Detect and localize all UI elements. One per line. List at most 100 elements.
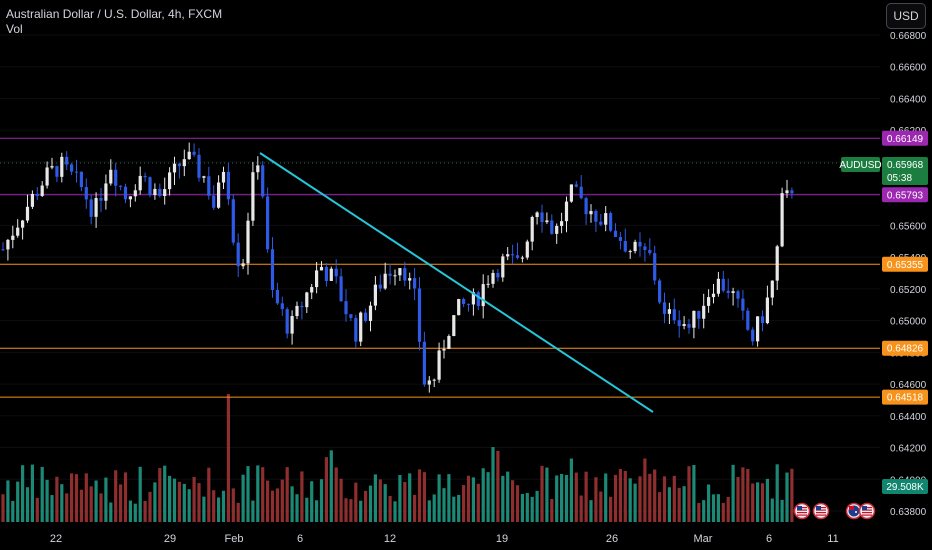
- candle[interactable]: [756, 316, 760, 342]
- candle[interactable]: [466, 303, 471, 305]
- candle[interactable]: [658, 280, 662, 303]
- candle[interactable]: [1, 249, 5, 251]
- candle[interactable]: [604, 213, 608, 225]
- candle[interactable]: [486, 283, 490, 285]
- candle[interactable]: [221, 171, 226, 183]
- candle[interactable]: [251, 172, 255, 221]
- candle[interactable]: [417, 288, 422, 342]
- candle[interactable]: [609, 213, 613, 231]
- candle[interactable]: [172, 163, 177, 173]
- candle[interactable]: [530, 217, 534, 242]
- candle[interactable]: [584, 198, 588, 215]
- currency-button[interactable]: USD: [886, 3, 926, 29]
- candle[interactable]: [40, 185, 44, 196]
- candle[interactable]: [163, 189, 167, 196]
- candlestick-series[interactable]: [1, 142, 794, 393]
- candle[interactable]: [496, 272, 500, 278]
- candle[interactable]: [437, 350, 441, 380]
- candle[interactable]: [35, 193, 39, 196]
- candle[interactable]: [226, 171, 230, 200]
- candle[interactable]: [70, 164, 74, 172]
- candle[interactable]: [677, 320, 681, 327]
- candle[interactable]: [359, 312, 363, 342]
- candle[interactable]: [476, 292, 480, 307]
- candle[interactable]: [540, 212, 544, 223]
- candle[interactable]: [285, 309, 289, 334]
- candle[interactable]: [30, 193, 34, 207]
- candle[interactable]: [6, 239, 10, 250]
- candle[interactable]: [300, 305, 304, 308]
- candle[interactable]: [574, 184, 578, 187]
- candle[interactable]: [104, 183, 108, 201]
- candle[interactable]: [339, 276, 343, 302]
- candle[interactable]: [266, 196, 270, 250]
- candle[interactable]: [760, 316, 765, 324]
- candle[interactable]: [65, 156, 69, 165]
- candle[interactable]: [447, 336, 451, 349]
- candle[interactable]: [114, 169, 118, 186]
- candle[interactable]: [21, 220, 25, 228]
- candle[interactable]: [452, 315, 456, 337]
- candle[interactable]: [442, 348, 446, 351]
- horizontal-lines[interactable]: [0, 137, 880, 398]
- candle[interactable]: [790, 190, 794, 194]
- candle[interactable]: [716, 278, 720, 294]
- candle[interactable]: [133, 190, 137, 197]
- candle[interactable]: [525, 241, 529, 258]
- us-flag-icon[interactable]: [793, 502, 811, 520]
- candle[interactable]: [471, 292, 475, 305]
- candle[interactable]: [138, 175, 142, 191]
- candle[interactable]: [633, 241, 637, 252]
- candle[interactable]: [246, 220, 250, 264]
- candle[interactable]: [721, 278, 725, 291]
- candle[interactable]: [741, 298, 745, 311]
- candle[interactable]: [648, 249, 652, 254]
- candle[interactable]: [305, 292, 309, 308]
- candle[interactable]: [643, 246, 647, 250]
- candle[interactable]: [785, 190, 789, 194]
- candle[interactable]: [422, 341, 426, 385]
- candle[interactable]: [427, 380, 431, 385]
- candle[interactable]: [775, 246, 779, 281]
- candle[interactable]: [207, 176, 211, 196]
- candle[interactable]: [589, 210, 593, 215]
- candle[interactable]: [462, 299, 466, 304]
- candle[interactable]: [702, 305, 706, 319]
- symbol-title[interactable]: Australian Dollar / U.S. Dollar, 4h, FXC…: [6, 7, 223, 21]
- candle[interactable]: [618, 237, 622, 241]
- candle[interactable]: [751, 329, 755, 342]
- candle[interactable]: [212, 195, 216, 208]
- candle[interactable]: [373, 284, 377, 306]
- candle[interactable]: [315, 270, 319, 288]
- candle[interactable]: [354, 317, 358, 342]
- candle[interactable]: [579, 186, 583, 199]
- candle[interactable]: [16, 227, 20, 236]
- volume-indicator-label[interactable]: Vol: [6, 22, 23, 36]
- candle[interactable]: [275, 289, 279, 304]
- candle[interactable]: [613, 230, 618, 238]
- price-axis[interactable]: [880, 0, 932, 550]
- candle[interactable]: [736, 291, 740, 299]
- candle[interactable]: [295, 305, 299, 317]
- candle[interactable]: [393, 275, 397, 277]
- candle[interactable]: [143, 175, 147, 178]
- candle[interactable]: [119, 185, 123, 187]
- candle[interactable]: [50, 166, 54, 168]
- candle[interactable]: [202, 176, 206, 178]
- candle[interactable]: [128, 196, 132, 200]
- candle[interactable]: [310, 287, 314, 293]
- candle[interactable]: [594, 210, 598, 222]
- candle[interactable]: [432, 379, 436, 381]
- candle[interactable]: [231, 199, 235, 243]
- candle[interactable]: [319, 266, 324, 271]
- candle[interactable]: [79, 171, 83, 188]
- candle[interactable]: [569, 184, 573, 202]
- candle[interactable]: [628, 251, 632, 253]
- candle[interactable]: [511, 254, 515, 256]
- candle[interactable]: [187, 151, 191, 160]
- candle[interactable]: [324, 266, 328, 281]
- candle[interactable]: [11, 235, 15, 240]
- candle[interactable]: [457, 299, 461, 316]
- candle[interactable]: [89, 199, 93, 217]
